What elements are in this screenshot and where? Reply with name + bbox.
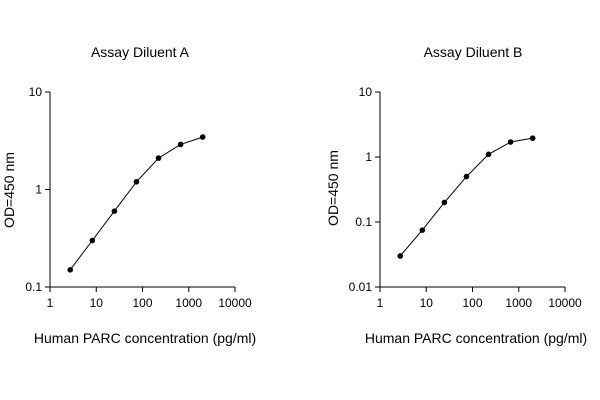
chart-title: Assay Diluent B [424, 44, 523, 60]
y-tick-label: 10 [29, 85, 43, 99]
x-tick-label: 1 [47, 296, 54, 310]
data-point [529, 135, 536, 141]
y-axis-label: OD=450 nm [325, 150, 341, 226]
x-tick-label: 10 [90, 296, 104, 310]
y-tick-label: 1 [365, 150, 372, 164]
chart-title: Assay Diluent A [91, 44, 190, 60]
data-point [507, 139, 514, 145]
data-point [111, 208, 118, 214]
y-tick-label: 10 [359, 85, 373, 99]
y-axis-label: OD=450 nm [1, 152, 17, 228]
data-point [463, 173, 470, 180]
data-point [485, 151, 492, 158]
data-point [89, 237, 96, 244]
y-tick-label: 0.1 [25, 280, 42, 294]
y-tick-label: 1 [35, 183, 42, 197]
chart-assay-diluent-a: Assay Diluent A OD=450 nm Human PARC con… [1, 44, 256, 346]
data-point [441, 199, 448, 206]
x-axis-label: Human PARC concentration (pg/ml) [365, 330, 587, 346]
series-line [69, 136, 203, 271]
x-tick-label: 10 [420, 296, 434, 310]
y-tick-label: 0.01 [349, 280, 373, 294]
data-point [199, 134, 206, 140]
x-axis-label: Human PARC concentration (pg/ml) [34, 330, 256, 346]
chart-assay-diluent-b: Assay Diluent B OD=450 nm Human PARC con… [325, 44, 587, 346]
x-tick-label: 10000 [548, 296, 582, 310]
data-point [133, 178, 140, 185]
data-point [397, 253, 404, 259]
series-line [399, 137, 533, 257]
x-tick-label: 1000 [175, 296, 202, 310]
x-tick-label: 100 [132, 296, 152, 310]
data-point [155, 155, 162, 161]
data-point [177, 141, 184, 148]
y-tick-label: 0.1 [355, 215, 372, 229]
x-tick-label: 1 [377, 296, 384, 310]
data-point [67, 267, 74, 273]
data-point [419, 227, 426, 233]
x-tick-label: 100 [462, 296, 482, 310]
x-tick-label: 1000 [505, 296, 532, 310]
x-tick-label: 10000 [218, 296, 252, 310]
